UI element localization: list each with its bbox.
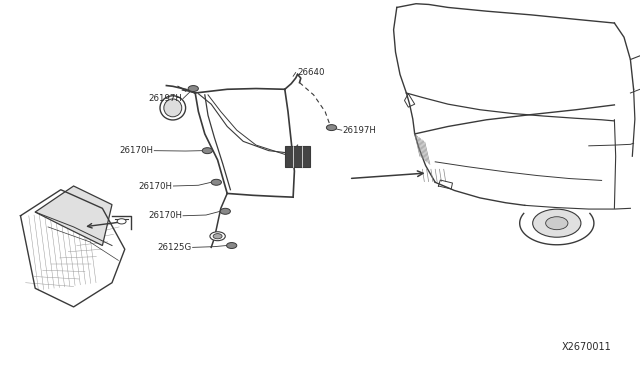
- Text: 26170H: 26170H: [120, 146, 154, 155]
- Circle shape: [117, 219, 126, 224]
- Ellipse shape: [160, 96, 186, 120]
- Text: 26125G: 26125G: [157, 243, 192, 252]
- Circle shape: [211, 179, 221, 185]
- Circle shape: [188, 86, 198, 92]
- Circle shape: [220, 208, 230, 214]
- Circle shape: [213, 234, 222, 239]
- Polygon shape: [20, 190, 125, 307]
- Circle shape: [227, 243, 237, 248]
- Polygon shape: [35, 186, 112, 246]
- Text: X2670011: X2670011: [561, 341, 611, 352]
- Circle shape: [326, 125, 337, 131]
- Text: 26170H: 26170H: [139, 182, 173, 190]
- Circle shape: [210, 232, 225, 241]
- Text: 26197H: 26197H: [148, 94, 182, 103]
- Circle shape: [532, 209, 581, 237]
- Circle shape: [546, 217, 568, 230]
- Text: 26197H: 26197H: [342, 126, 376, 135]
- FancyBboxPatch shape: [285, 146, 310, 167]
- Circle shape: [202, 148, 212, 154]
- Ellipse shape: [164, 99, 182, 117]
- Text: 26170H: 26170H: [148, 211, 182, 220]
- Text: 26640: 26640: [298, 68, 325, 77]
